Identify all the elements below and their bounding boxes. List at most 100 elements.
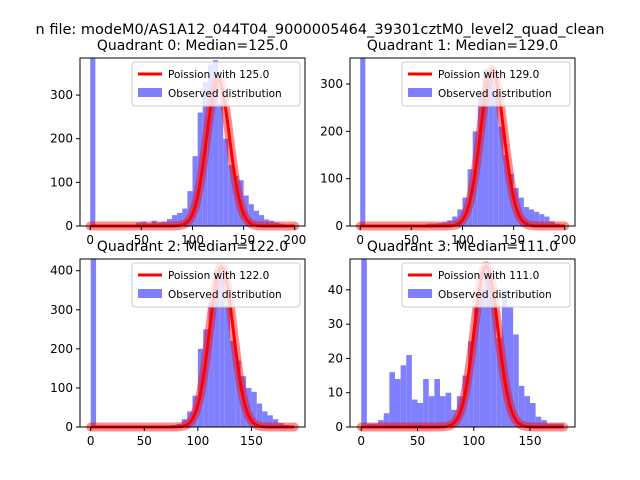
legend-box [131,262,301,308]
histogram-bar [203,329,209,427]
histogram-bar [513,334,519,427]
panel-quadrant-2: Quadrant 2: Median=122.0 0 50 100 150 0 100 200… [50,239,306,448]
legend: Poission with 129.0 Observed distribution [401,61,571,107]
histogram-bar [447,220,453,226]
histogram-bar [462,375,469,427]
legend-box [401,61,571,107]
histogram-bar [490,296,497,427]
histogram-bar [272,419,279,427]
histogram-bar [182,208,188,226]
y-tick-label: 200 [50,132,73,146]
y-tick-label: 30 [328,317,343,331]
legend-label-observed: Observed distribution [438,88,552,100]
histogram-bar [224,305,230,427]
histogram-bar [251,391,257,427]
legend-label-observed: Observed distribution [438,289,552,301]
legend-label-observed: Observed distribution [168,88,282,100]
x-tick-label: 100 [462,434,485,448]
x-tick-label: 0 [357,434,365,448]
histogram-bar [383,413,390,427]
y-tick-label: 300 [320,77,343,91]
histogram-bar [274,222,280,226]
histogram-bar [406,355,412,427]
histogram-bar [161,221,167,226]
panel-quadrant-3: Quadrant 3: Median=111.0 0 50 100 150 0 10 20 30… [328,239,576,448]
histogram-bar [213,270,220,427]
panel-title: Quadrant 1: Median=129.0 [367,38,558,54]
y-tick-label: 300 [50,88,73,102]
panel-title: Quadrant 0: Median=125.0 [97,38,288,54]
histogram-bar [518,197,524,226]
legend-box [401,262,571,308]
histogram-bar [541,420,547,427]
histogram-bar [558,423,564,427]
histogram-bar [549,221,555,226]
x-tick-label: 200 [283,233,306,247]
x-tick-label: 150 [232,233,255,247]
histogram-bar [411,399,418,427]
histogram-bar [166,219,173,226]
x-tick-label: 100 [186,434,209,448]
histogram-bar [256,403,263,427]
y-tick-label: 200 [320,124,343,138]
histogram-bar [262,411,268,427]
x-tick-label: 50 [404,233,419,247]
x-tick-label: 100 [451,233,474,247]
x-tick-label: 150 [240,434,263,448]
histogram-bar [192,156,198,226]
axes-frame [349,258,576,428]
histogram-bar [417,403,424,427]
histogram-bar [523,207,529,226]
y-tick-label: 0 [65,219,73,233]
y-tick-label: 0 [335,219,343,233]
histogram-bar [156,222,162,226]
histogram-bar [378,420,384,427]
histogram-bar [524,396,530,427]
histogram-bar [233,175,239,226]
histogram-bar [434,379,440,427]
histogram-bar [372,423,379,427]
histogram-bar [228,164,234,226]
histogram-bar [423,379,429,427]
y-tick-label: 40 [328,283,343,297]
histogram-bar [503,155,509,226]
y-tick-label: 10 [328,386,343,400]
histogram-bar [507,307,514,427]
x-tick-label: 50 [137,434,152,448]
legend-box [131,61,301,107]
legend: Poission with 111.0 Observed distribution [401,262,571,308]
histogram-bar [498,126,504,226]
histogram-bar [534,211,540,226]
axes-frame [79,258,306,428]
legend-label-poisson: Poission with 125.0 [168,69,269,81]
histogram-bar [530,403,536,427]
histogram-bar [457,209,463,226]
x-tick-label: 0 [87,434,95,448]
histogram-bar [535,416,542,427]
legend-label-observed: Observed distribution [168,289,282,301]
legend-bar-swatch [138,289,162,298]
histogram-bar [477,93,483,227]
histogram-bar [452,216,458,226]
y-tick-label: 200 [50,342,73,356]
histogram-bar [473,307,480,427]
panel-quadrant-0: Quadrant 0: Median=125.0 0 50 100 150 200 0 100… [50,38,306,247]
legend-bar-swatch [138,88,162,97]
histogram-bar [235,360,241,427]
histogram-bar [223,138,229,226]
x-tick-label: 200 [553,233,576,247]
histogram-bar [451,409,457,427]
histogram-bar [462,197,468,226]
histogram-bar [539,214,545,226]
histogram-bar [496,337,502,427]
histogram-bar [440,396,446,427]
histogram-bar [187,411,193,427]
histogram-bar [269,220,275,226]
histogram-bar [366,423,373,427]
histogram-bar [141,221,147,226]
histogram-bar [508,173,514,226]
histogram-bar [207,64,213,226]
panel-title: Quadrant 2: Median=122.0 [97,239,288,255]
histogram-bar [177,212,183,226]
